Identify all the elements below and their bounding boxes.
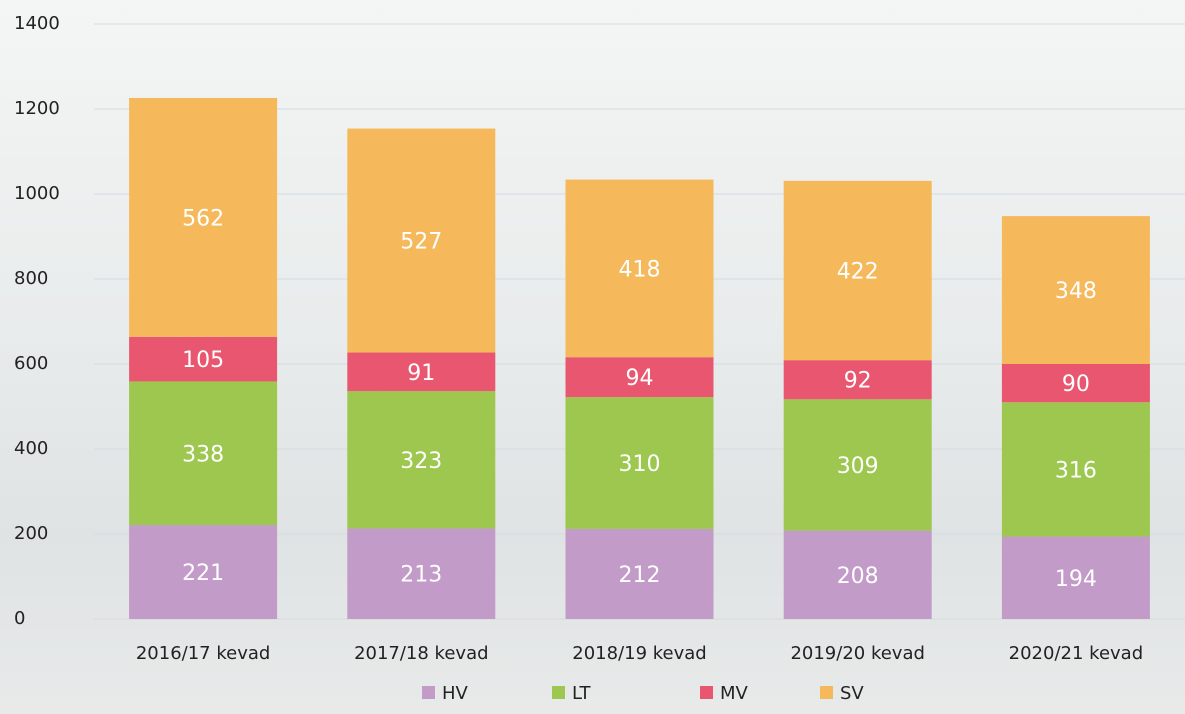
data-label: 105 — [182, 348, 224, 373]
data-label: 213 — [400, 563, 442, 588]
data-label: 94 — [626, 366, 654, 391]
data-label: 91 — [407, 361, 435, 386]
y-tick-label: 1400 — [14, 13, 60, 34]
legend-swatch — [700, 686, 713, 699]
data-label: 418 — [619, 257, 661, 282]
legend-label: SV — [840, 683, 864, 704]
data-label: 316 — [1055, 458, 1097, 483]
legend-swatch — [820, 686, 833, 699]
x-tick-label: 2016/17 kevad — [136, 643, 270, 664]
legend-label: MV — [720, 683, 749, 704]
y-tick-label: 800 — [14, 268, 48, 289]
y-tick-label: 600 — [14, 353, 48, 374]
legend-swatch — [552, 686, 565, 699]
legend-swatch — [422, 686, 435, 699]
data-label: 221 — [182, 561, 224, 586]
x-tick-label: 2020/21 kevad — [1009, 643, 1143, 664]
data-label: 422 — [837, 260, 879, 285]
x-tick-label: 2017/18 kevad — [354, 643, 488, 664]
legend-label: HV — [442, 683, 469, 704]
data-label: 348 — [1055, 279, 1097, 304]
data-label: 208 — [837, 564, 879, 589]
data-label: 310 — [619, 452, 661, 477]
data-label: 92 — [844, 369, 872, 394]
data-label: 309 — [837, 454, 879, 479]
y-tick-label: 1000 — [14, 183, 60, 204]
data-label: 194 — [1055, 567, 1097, 592]
y-tick-label: 1200 — [14, 98, 60, 119]
x-tick-label: 2018/19 kevad — [572, 643, 706, 664]
data-label: 323 — [400, 449, 442, 474]
data-label: 90 — [1062, 372, 1090, 397]
data-label: 338 — [182, 442, 224, 467]
y-tick-label: 200 — [14, 523, 48, 544]
legend-label: LT — [572, 683, 592, 704]
y-tick-label: 0 — [14, 608, 25, 629]
y-tick-label: 400 — [14, 438, 48, 459]
chart: 0 200 400 600 800 1000 1200 1400 2016/17 kevad 22… — [0, 0, 1185, 714]
data-label: 562 — [182, 206, 224, 231]
data-label: 527 — [400, 230, 442, 255]
x-tick-label: 2019/20 kevad — [790, 643, 924, 664]
data-label: 212 — [619, 563, 661, 588]
